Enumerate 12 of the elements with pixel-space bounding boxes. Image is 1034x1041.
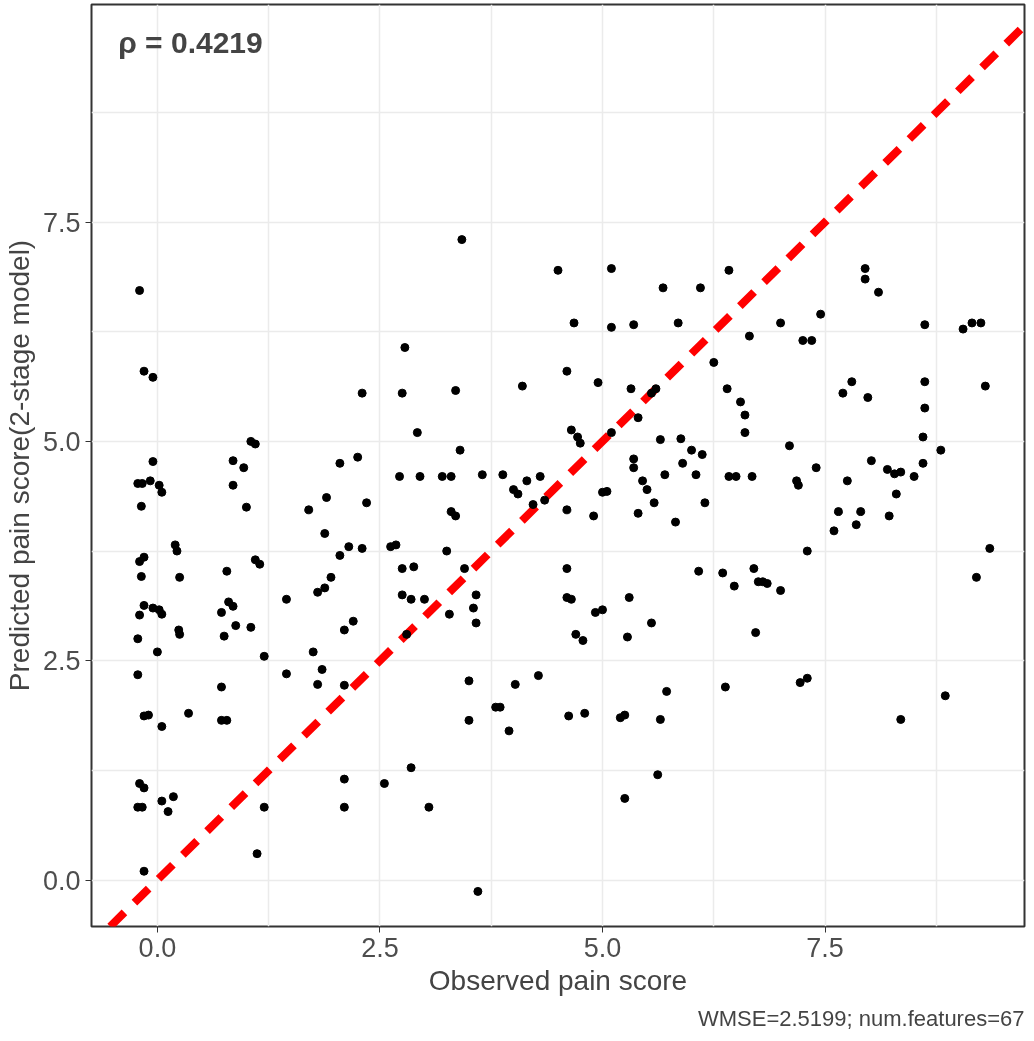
x-tick-label: 7.5 [806, 932, 844, 963]
x-tick-label: 2.5 [361, 932, 399, 963]
x-tick-label: 5.0 [583, 932, 622, 963]
y-axis-title: Predicted pain score(2-stage model) [3, 239, 35, 692]
annotation: ρ = 0.4219 [118, 26, 263, 60]
y-tick-label: 0.0 [42, 865, 81, 896]
text: WMSE=2.5199; num.features=67 [697, 1005, 1025, 1031]
y-tick-label: 5.0 [42, 426, 81, 457]
x-tick-label: 0.0 [138, 932, 177, 963]
y-tick-label: 7.5 [42, 207, 81, 238]
y-tick-label: 2.5 [42, 646, 81, 677]
x-axis-title: Observed pain score [428, 964, 688, 996]
